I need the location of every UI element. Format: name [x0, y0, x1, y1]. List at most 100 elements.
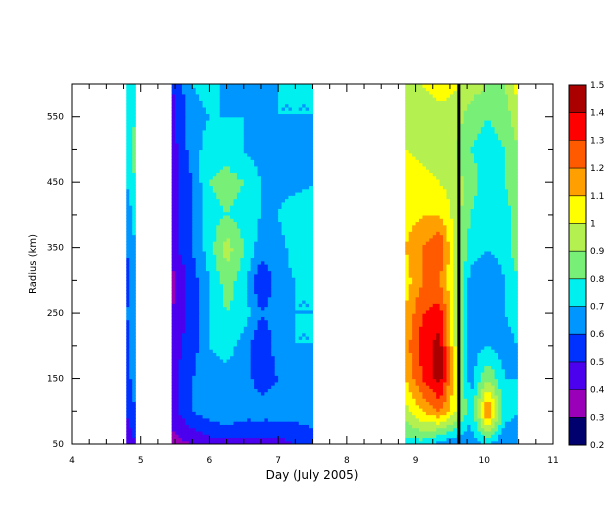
- contour-cell: [260, 388, 265, 393]
- contour-cell: [309, 120, 314, 124]
- contour-cell: [233, 421, 238, 425]
- contour-cell: [298, 417, 303, 422]
- contour-cell: [199, 421, 204, 425]
- contour-cell: [219, 381, 224, 386]
- contour-cell: [175, 329, 180, 334]
- contour-cell: [132, 152, 136, 157]
- contour-cell: [309, 198, 314, 203]
- contour-cell: [212, 172, 217, 177]
- contour-cell: [175, 152, 180, 157]
- contour-cell: [219, 129, 224, 134]
- contour-cell: [295, 345, 300, 350]
- contour-cell: [309, 336, 314, 340]
- contour-cell: [199, 228, 204, 232]
- contour-cell: [175, 352, 180, 357]
- contour-cell: [171, 231, 176, 236]
- contour-cell: [192, 316, 197, 321]
- contour-cell: [199, 198, 204, 203]
- contour-cell: [278, 277, 283, 281]
- contour-cell: [243, 290, 248, 295]
- contour-cell: [205, 241, 211, 245]
- contour-cell: [298, 198, 303, 203]
- contour-cell: [298, 394, 303, 399]
- contour-cell: [233, 329, 238, 334]
- contour-cell: [181, 349, 186, 353]
- contour-cell: [226, 421, 231, 425]
- contour-cell: [254, 244, 259, 249]
- contour-cell: [264, 339, 269, 344]
- contour-cell: [260, 237, 265, 242]
- contour-cell: [271, 430, 276, 435]
- contour-cell: [274, 385, 279, 389]
- contour-cell: [281, 241, 286, 245]
- contour-cell: [302, 264, 307, 268]
- contour-cell: [257, 129, 262, 134]
- contour-cell: [278, 434, 283, 439]
- contour-cell: [199, 218, 204, 223]
- contour-cell: [236, 336, 241, 340]
- contour-cell: [305, 270, 310, 275]
- contour-cell: [250, 93, 255, 98]
- contour-cell: [267, 358, 272, 363]
- contour-cell: [185, 136, 190, 141]
- contour-cell: [223, 103, 228, 108]
- contour-cell: [281, 228, 286, 232]
- contour-cell: [298, 142, 303, 147]
- contour-cell: [192, 136, 197, 141]
- contour-cell: [202, 97, 207, 101]
- contour-cell: [247, 349, 252, 353]
- contour-cell: [129, 440, 133, 444]
- contour-cell: [195, 414, 200, 419]
- contour-cell: [216, 414, 221, 419]
- contour-cell: [267, 434, 272, 439]
- contour-cell: [250, 388, 255, 393]
- contour-cell: [171, 388, 176, 393]
- contour-cell: [285, 218, 290, 223]
- contour-cell: [209, 352, 214, 357]
- contour-cell: [219, 165, 224, 170]
- contour-cell: [271, 375, 276, 380]
- contour-cell: [171, 169, 176, 173]
- contour-cell: [132, 306, 136, 311]
- contour-cell: [209, 427, 214, 432]
- contour-cell: [195, 329, 200, 334]
- contour-cell: [212, 142, 217, 147]
- contour-cell: [192, 106, 197, 111]
- contour-cell: [226, 97, 231, 101]
- contour-cell: [132, 221, 136, 226]
- contour-cell: [195, 365, 200, 370]
- contour-cell: [285, 214, 290, 219]
- contour-cell: [202, 421, 207, 425]
- contour-cell: [298, 372, 303, 376]
- contour-cell: [285, 113, 290, 118]
- contour-cell: [291, 332, 296, 337]
- contour-cell: [195, 378, 200, 383]
- contour-cell: [288, 280, 293, 285]
- contour-cell: [223, 126, 228, 131]
- contour-cell: [192, 352, 197, 357]
- contour-cell: [209, 228, 214, 232]
- contour-cell: [285, 231, 290, 236]
- contour-cell: [291, 241, 296, 245]
- contour-cell: [212, 316, 217, 321]
- contour-cell: [223, 319, 228, 324]
- contour-cell: [209, 218, 214, 223]
- contour-cell: [305, 349, 310, 353]
- contour-cell: [309, 434, 314, 439]
- contour-cell: [278, 192, 283, 196]
- contour-cell: [219, 152, 224, 157]
- contour-cell: [240, 195, 245, 200]
- contour-cell: [230, 401, 235, 406]
- contour-cell: [305, 362, 310, 367]
- contour-cell: [209, 290, 214, 295]
- contour-cell: [230, 244, 235, 249]
- contour-cell: [223, 106, 228, 111]
- contour-cell: [195, 162, 200, 167]
- contour-cell: [199, 100, 204, 105]
- contour-cell: [271, 175, 276, 180]
- contour-cell: [175, 270, 180, 275]
- contour-cell: [195, 169, 200, 173]
- contour-cell: [271, 300, 276, 304]
- contour-cell: [205, 214, 211, 219]
- contour-cell: [267, 116, 272, 121]
